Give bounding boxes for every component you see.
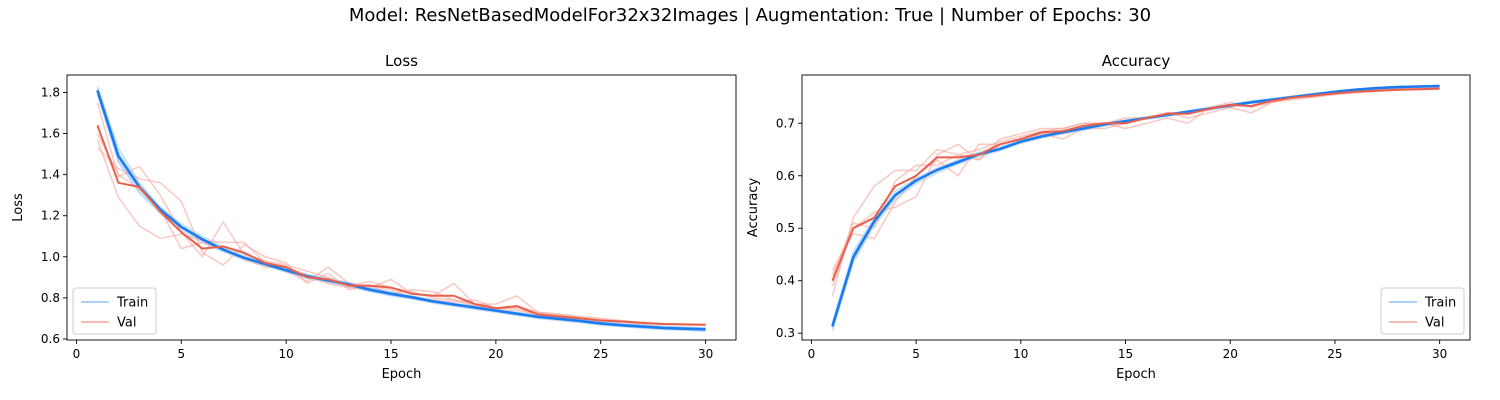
x-tick-label: 25: [593, 347, 608, 361]
legend-label-train: Train: [116, 296, 148, 311]
figure-title: Model: ResNetBasedModelFor32x32Images | …: [348, 5, 1152, 26]
chart-title: Accuracy: [1102, 52, 1171, 70]
train-run-line-1: [831, 85, 1440, 329]
y-tick-label: 1.0: [41, 250, 60, 264]
chart-title: Loss: [385, 52, 418, 70]
train-run-line-4: [831, 85, 1440, 326]
series-group: [831, 84, 1440, 331]
legend: Train Val: [72, 287, 157, 335]
y-tick-label: 1.4: [41, 168, 60, 182]
x-tick-label: 25: [1327, 347, 1342, 361]
axes-frame: [801, 74, 1471, 341]
legend-label-val: Val: [117, 316, 136, 331]
val-mean-line: [831, 87, 1440, 282]
y-tick-label: 1.8: [41, 85, 60, 99]
x-tick-label: 30: [1432, 347, 1447, 361]
train-mean-line: [96, 90, 706, 331]
x-tick-label: 15: [383, 347, 398, 361]
train-mean-line: [831, 84, 1440, 327]
y-tick-label: 0.6: [776, 169, 795, 183]
x-tick-label: 10: [279, 347, 294, 361]
x-tick-label: 30: [698, 347, 713, 361]
x-tick-label: 5: [912, 347, 920, 361]
x-tick-label: 0: [73, 347, 81, 361]
x-tick-label: 0: [808, 347, 816, 361]
x-tick-label: 20: [1223, 347, 1238, 361]
y-tick-label: 0.8: [41, 291, 60, 305]
legend: Train Val: [1380, 287, 1465, 335]
train-run-line-4: [96, 94, 706, 332]
train-run-line-3: [831, 86, 1440, 331]
val-run-line-1: [96, 102, 706, 326]
y-tick-label: 0.6: [41, 332, 60, 346]
y-tick-label: 0.4: [776, 274, 795, 288]
x-tick-label: 15: [1118, 347, 1133, 361]
legend-label-train: Train: [1424, 296, 1456, 311]
val-mean-line: [96, 124, 706, 326]
y-tick-label: 0.5: [776, 221, 795, 235]
chart-panel-accuracy: Accuracy 0 5 10 15 20 25 30 0.3 0.4 0.5 0.6 0.7 Epoch…: [746, 52, 1471, 382]
y-tick-label: 1.6: [41, 127, 60, 141]
y-tick-label: 0.7: [776, 116, 795, 130]
x-tick-label: 10: [1013, 347, 1028, 361]
y-axis-label: Loss: [11, 193, 26, 222]
series-group: [96, 86, 706, 332]
y-axis-label: Accuracy: [746, 178, 761, 238]
x-tick-label: 20: [488, 347, 503, 361]
x-tick-label: 5: [177, 347, 185, 361]
y-tick-label: 1.2: [41, 209, 60, 223]
legend-label-val: Val: [1425, 316, 1444, 331]
chart-panel-loss: Loss 0 5 10 15 20 25 30 0.6 0.8 1.0 1.2 1.4 1.6 1.8 Epo…: [11, 52, 737, 382]
x-axis-label: Epoch: [1116, 367, 1156, 382]
y-tick-label: 0.3: [776, 326, 795, 340]
axes-frame: [66, 74, 737, 341]
x-axis-label: Epoch: [382, 367, 422, 382]
